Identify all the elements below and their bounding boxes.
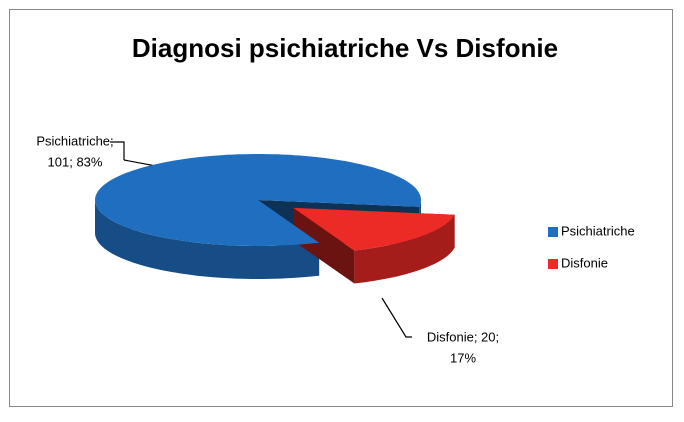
data-label: Psichiatriche; bbox=[36, 133, 113, 148]
legend-label: Psichiatriche bbox=[561, 223, 635, 238]
data-label: 17% bbox=[450, 350, 476, 365]
data-label: 101; 83% bbox=[48, 154, 103, 169]
legend-label: Disfonie bbox=[561, 255, 608, 270]
slice-side bbox=[354, 214, 455, 284]
data-label: Disfonie; 20; bbox=[427, 329, 499, 344]
leader-line bbox=[381, 297, 412, 338]
slice bbox=[293, 207, 455, 251]
slice-side bbox=[95, 200, 320, 279]
legend-swatch bbox=[548, 227, 558, 237]
slice-cut bbox=[293, 207, 355, 284]
slice bbox=[95, 154, 421, 246]
chart-title: Diagnosi psichiatriche Vs Disfonie bbox=[132, 33, 558, 63]
legend-swatch bbox=[548, 259, 558, 269]
leader-line bbox=[110, 141, 125, 160]
